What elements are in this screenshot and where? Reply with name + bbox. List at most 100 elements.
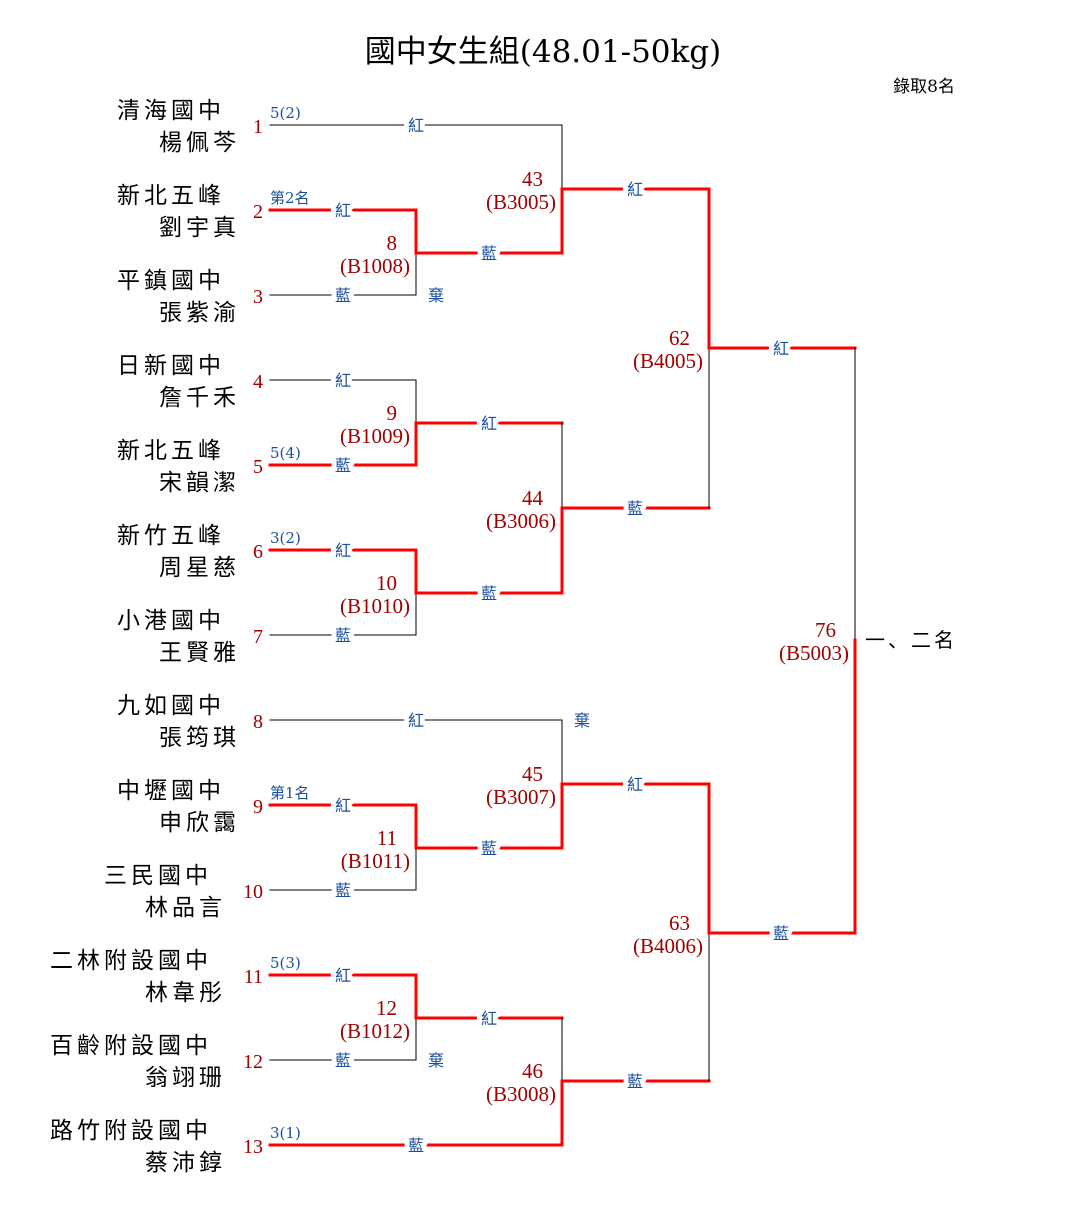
entrant-number: 6 bbox=[253, 541, 263, 563]
match-code: (B5003) bbox=[779, 641, 849, 665]
red-corner-label: 紅 bbox=[627, 180, 643, 199]
blue-corner-label: 藍 bbox=[481, 839, 497, 858]
entrant-result-note: 3(2) bbox=[270, 529, 301, 547]
match-code: (B1010) bbox=[340, 594, 410, 618]
entrant-school: 路竹附設國中 bbox=[50, 1118, 212, 1144]
entrant-school: 平鎮國中 bbox=[117, 268, 225, 294]
entrant-school: 二林附設國中 bbox=[50, 948, 212, 974]
blue-corner-label: 藍 bbox=[481, 584, 497, 603]
entrant-result-note: 3(1) bbox=[270, 1124, 301, 1142]
red-corner-label: 紅 bbox=[481, 1009, 497, 1028]
entrant-name: 劉宇真 bbox=[159, 215, 240, 241]
match-number: 46 bbox=[522, 1059, 543, 1083]
entrant-school: 清海國中 bbox=[117, 98, 225, 124]
entrant-name: 詹千禾 bbox=[159, 385, 240, 411]
match-code: (B1009) bbox=[340, 424, 410, 448]
red-corner-label: 紅 bbox=[335, 541, 351, 560]
entrant-number: 1 bbox=[253, 116, 263, 138]
entrant-result-note: 第2名 bbox=[270, 189, 310, 207]
match-code: (B1008) bbox=[340, 254, 410, 278]
blue-corner-label: 藍 bbox=[335, 626, 351, 645]
entrant-name: 周星慈 bbox=[159, 555, 240, 581]
red-corner-label: 紅 bbox=[773, 339, 789, 358]
match-number: 9 bbox=[387, 401, 398, 425]
match-code: (B4006) bbox=[633, 934, 703, 958]
entrant-number: 12 bbox=[243, 1051, 263, 1073]
page-title: 國中女生組(48.01-50kg) bbox=[365, 34, 721, 70]
entrant-number: 8 bbox=[253, 711, 263, 733]
entrant-number: 4 bbox=[253, 371, 263, 393]
entrant-name: 張紫渝 bbox=[159, 300, 240, 326]
entrant-school: 新北五峰 bbox=[117, 183, 225, 209]
match-number: 10 bbox=[376, 571, 397, 595]
red-corner-label: 紅 bbox=[335, 966, 351, 985]
entrant-name: 林韋彤 bbox=[145, 980, 226, 1006]
red-corner-label: 紅 bbox=[335, 201, 351, 220]
entrant-result-note: 5(3) bbox=[270, 954, 301, 972]
entrant-number: 10 bbox=[243, 881, 263, 903]
entrant-result-note: 第1名 bbox=[270, 784, 310, 802]
entrant-school: 中壢國中 bbox=[117, 778, 225, 804]
forfeit-label: 棄 bbox=[428, 1051, 444, 1070]
entrant-number: 13 bbox=[243, 1136, 263, 1158]
entrant-number: 11 bbox=[244, 966, 263, 988]
match-code: (B3005) bbox=[486, 190, 556, 214]
entrant-number: 9 bbox=[253, 796, 263, 818]
blue-corner-label: 藍 bbox=[627, 1072, 643, 1091]
entrant-name: 王賢雅 bbox=[159, 640, 240, 666]
red-corner-label: 紅 bbox=[627, 775, 643, 794]
match-code: (B3006) bbox=[486, 509, 556, 533]
blue-corner-label: 藍 bbox=[335, 881, 351, 900]
match-number: 8 bbox=[387, 231, 398, 255]
blue-corner-label: 藍 bbox=[773, 924, 789, 943]
match-number: 76 bbox=[815, 618, 836, 642]
blue-corner-label: 藍 bbox=[335, 1051, 351, 1070]
final-place-label: 一、二名 bbox=[865, 628, 957, 652]
entrant-number: 2 bbox=[253, 201, 263, 223]
match-number: 45 bbox=[522, 762, 543, 786]
forfeit-label: 棄 bbox=[428, 286, 444, 305]
match-number: 44 bbox=[522, 486, 544, 510]
blue-corner-label: 藍 bbox=[335, 286, 351, 305]
entrant-school: 九如國中 bbox=[117, 693, 225, 719]
blue-corner-label: 藍 bbox=[335, 456, 351, 475]
entrant-result-note: 5(2) bbox=[270, 104, 301, 122]
entrant-number: 7 bbox=[253, 626, 263, 648]
red-corner-label: 紅 bbox=[408, 711, 424, 730]
blue-corner-label: 藍 bbox=[627, 499, 643, 518]
entrant-number: 5 bbox=[253, 456, 263, 478]
red-corner-label: 紅 bbox=[481, 414, 497, 433]
entrant-number: 3 bbox=[253, 286, 263, 308]
entrant-result-note: 5(4) bbox=[270, 444, 301, 462]
match-code: (B1011) bbox=[341, 849, 410, 873]
entrant-name: 申欣靄 bbox=[159, 810, 240, 836]
entrant-name: 翁翊珊 bbox=[145, 1065, 226, 1091]
blue-corner-label: 藍 bbox=[481, 244, 497, 263]
match-code: (B4005) bbox=[633, 349, 703, 373]
quota-label: 錄取8名 bbox=[893, 77, 955, 97]
entrant-name: 宋韻潔 bbox=[159, 470, 240, 496]
entrant-school: 新竹五峰 bbox=[117, 523, 225, 549]
bracket-lines bbox=[268, 124, 857, 1147]
entrant-name: 張筠琪 bbox=[159, 725, 240, 751]
entrant-name: 蔡沛錞 bbox=[145, 1150, 226, 1176]
entrant-school: 百齡附設國中 bbox=[50, 1033, 212, 1059]
match-number: 43 bbox=[522, 167, 543, 191]
match-code: (B3008) bbox=[486, 1082, 556, 1106]
match-code: (B3007) bbox=[486, 785, 556, 809]
red-corner-label: 紅 bbox=[335, 371, 351, 390]
blue-corner-label: 藍 bbox=[408, 1136, 424, 1155]
match-code: (B1012) bbox=[340, 1019, 410, 1043]
bracket-labels: 清海國中楊佩芩15(2)新北五峰劉宇真2第2名平鎮國中張紫渝3日新國中詹千禾4新… bbox=[50, 98, 849, 1176]
match-number: 11 bbox=[377, 826, 397, 850]
red-corner-label: 紅 bbox=[408, 116, 424, 135]
red-corner-label: 紅 bbox=[335, 796, 351, 815]
match-number: 62 bbox=[669, 326, 690, 350]
match-number: 63 bbox=[669, 911, 690, 935]
entrant-name: 林品言 bbox=[145, 895, 226, 921]
entrant-school: 小港國中 bbox=[117, 608, 225, 634]
match-number: 12 bbox=[376, 996, 397, 1020]
entrant-school: 新北五峰 bbox=[117, 438, 225, 464]
entrant-name: 楊佩芩 bbox=[159, 130, 240, 156]
